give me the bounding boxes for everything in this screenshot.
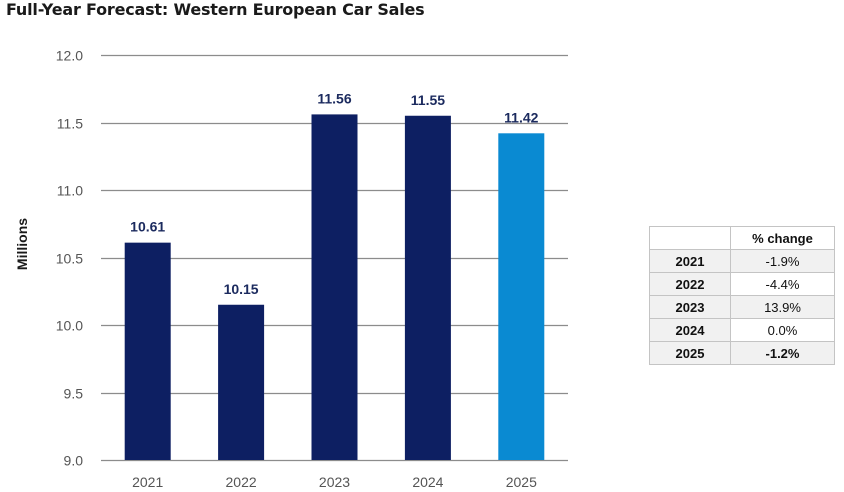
- table-cell-change: -4.4%: [730, 272, 835, 296]
- table-row: 2023 13.9%: [649, 295, 835, 319]
- y-tick-label: 12.0: [56, 48, 83, 64]
- table-cell-change: 0.0%: [730, 318, 835, 342]
- percent-change-table: % change 2021 -1.9% 2022 -4.4% 2023 13.9% 2024…: [649, 226, 835, 365]
- table-cell-year: 2023: [649, 295, 731, 319]
- data-label: 11.56: [317, 90, 351, 106]
- table-cell-year: 2021: [649, 249, 731, 273]
- table-row: 2022 -4.4%: [649, 272, 835, 296]
- table-header-row: % change: [649, 226, 835, 250]
- bar-chart: 9.0 9.5 10.0 10.5 11.0 11.5 12.0 10.61 2021 10.15…: [14, 48, 568, 490]
- bar-2022: [218, 304, 265, 460]
- x-tick-label: 2023: [319, 474, 350, 490]
- data-label: 10.61: [130, 219, 165, 235]
- y-axis-title: Millions: [14, 218, 30, 270]
- y-tick-label: 10.0: [56, 318, 83, 334]
- table-cell-change: -1.2%: [730, 341, 835, 365]
- bar-2024: [404, 115, 451, 460]
- table-row: 2021 -1.9%: [649, 249, 835, 273]
- x-tick-label: 2021: [132, 474, 163, 490]
- table-row: 2024 0.0%: [649, 318, 835, 342]
- table-cell-year: 2024: [649, 318, 731, 342]
- table-header-change: % change: [730, 226, 835, 250]
- x-tick-label: 2025: [506, 474, 537, 490]
- bar-2021: [124, 242, 171, 460]
- y-tick-label: 10.5: [56, 251, 83, 267]
- x-tick-label: 2022: [226, 474, 257, 490]
- x-tick-label: 2024: [412, 474, 443, 490]
- bar-2025: [498, 133, 545, 461]
- table-row: 2025 -1.2%: [649, 341, 835, 365]
- y-tick-label: 9.5: [64, 386, 84, 402]
- y-tick-label: 11.0: [57, 183, 83, 199]
- y-tick-label: 11.5: [57, 116, 83, 132]
- table-cell-year: 2025: [649, 341, 731, 365]
- table-header-blank: [649, 226, 731, 250]
- data-label: 11.55: [411, 92, 445, 108]
- table-cell-year: 2022: [649, 272, 731, 296]
- table-cell-change: -1.9%: [730, 249, 835, 273]
- y-tick-label: 9.0: [64, 453, 84, 469]
- table-cell-change: 13.9%: [730, 295, 835, 319]
- data-label: 11.42: [504, 109, 538, 125]
- chart-title: Full-Year Forecast: Western European Car…: [6, 0, 425, 19]
- data-label: 10.15: [224, 281, 259, 297]
- bar-2023: [311, 114, 358, 461]
